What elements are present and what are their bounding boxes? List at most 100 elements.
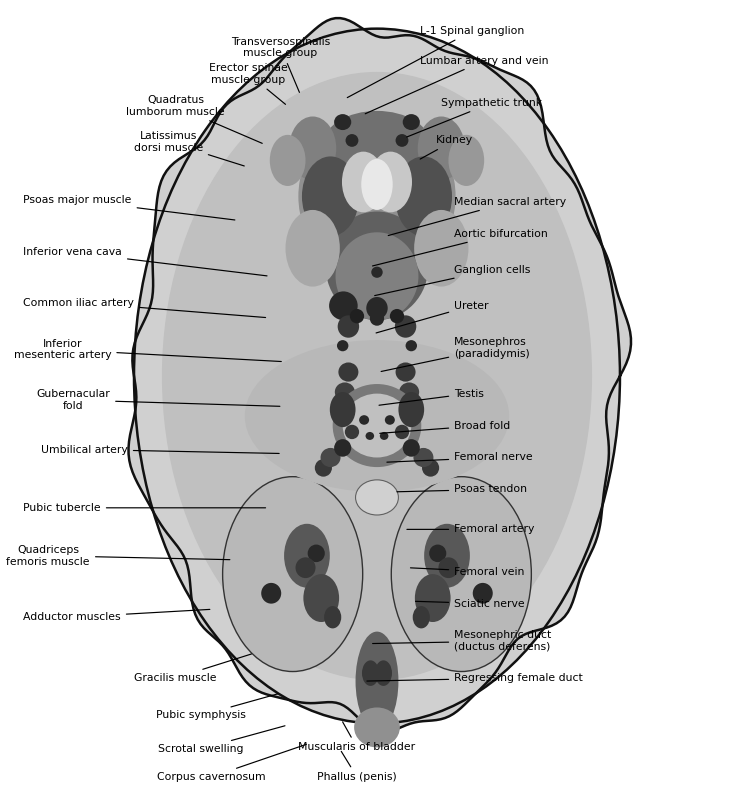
Ellipse shape <box>399 382 419 402</box>
Ellipse shape <box>338 362 359 382</box>
Ellipse shape <box>270 135 306 186</box>
Ellipse shape <box>324 606 341 629</box>
Text: Kidney: Kidney <box>420 135 473 159</box>
Polygon shape <box>129 18 631 732</box>
Ellipse shape <box>261 583 282 604</box>
Ellipse shape <box>395 425 409 439</box>
Ellipse shape <box>415 574 451 622</box>
Ellipse shape <box>335 382 355 402</box>
Ellipse shape <box>375 660 392 686</box>
Ellipse shape <box>365 432 374 440</box>
Ellipse shape <box>422 459 439 477</box>
Ellipse shape <box>342 152 385 212</box>
Text: Adductor muscles: Adductor muscles <box>24 610 209 622</box>
Ellipse shape <box>345 134 359 147</box>
Text: Quadratus
lumborum muscle: Quadratus lumborum muscle <box>126 95 262 143</box>
Text: Median sacral artery: Median sacral artery <box>388 197 566 235</box>
Ellipse shape <box>295 558 315 578</box>
Text: Scrotal swelling: Scrotal swelling <box>158 726 285 754</box>
Ellipse shape <box>439 558 459 578</box>
Text: Ganglion cells: Ganglion cells <box>375 265 531 295</box>
Ellipse shape <box>334 114 351 130</box>
Ellipse shape <box>308 545 325 562</box>
Ellipse shape <box>356 631 398 730</box>
Ellipse shape <box>370 311 384 326</box>
Ellipse shape <box>369 152 412 212</box>
Ellipse shape <box>334 439 351 457</box>
Ellipse shape <box>398 392 424 427</box>
Text: Femoral nerve: Femoral nerve <box>387 453 533 462</box>
Text: Femoral vein: Femoral vein <box>410 566 525 577</box>
Ellipse shape <box>362 660 379 686</box>
Ellipse shape <box>336 232 418 320</box>
Ellipse shape <box>406 340 417 351</box>
Text: Pubic tubercle: Pubic tubercle <box>24 503 265 513</box>
Ellipse shape <box>354 707 400 747</box>
Ellipse shape <box>362 159 392 210</box>
Ellipse shape <box>323 111 431 178</box>
Ellipse shape <box>333 384 421 467</box>
Text: Broad fold: Broad fold <box>380 421 510 434</box>
Ellipse shape <box>304 574 339 622</box>
Text: Umbilical artery: Umbilical artery <box>41 445 279 454</box>
Text: Gubernacular
fold: Gubernacular fold <box>37 389 280 411</box>
Ellipse shape <box>395 134 409 147</box>
Text: Ureter: Ureter <box>376 301 489 333</box>
Text: Psoas major muscle: Psoas major muscle <box>24 195 235 220</box>
Text: Quadriceps
femoris muscle: Quadriceps femoris muscle <box>7 545 230 566</box>
Text: Pubic symphysis: Pubic symphysis <box>156 694 278 721</box>
Text: Corpus cavernosum: Corpus cavernosum <box>157 744 306 782</box>
Ellipse shape <box>366 297 387 319</box>
Text: Common iliac artery: Common iliac artery <box>24 298 265 318</box>
Ellipse shape <box>302 157 359 236</box>
Ellipse shape <box>359 415 369 425</box>
Ellipse shape <box>134 29 620 723</box>
Ellipse shape <box>223 477 362 671</box>
Ellipse shape <box>385 415 395 425</box>
Ellipse shape <box>337 340 348 351</box>
Text: Regressing female duct: Regressing female duct <box>367 673 583 683</box>
Text: Muscularis of bladder: Muscularis of bladder <box>298 722 415 752</box>
Ellipse shape <box>390 309 404 323</box>
Ellipse shape <box>350 309 364 323</box>
Ellipse shape <box>356 480 398 515</box>
Ellipse shape <box>343 394 412 458</box>
Ellipse shape <box>337 315 359 338</box>
Ellipse shape <box>162 73 592 679</box>
Ellipse shape <box>380 432 388 440</box>
Text: Inferior
mesenteric artery: Inferior mesenteric artery <box>14 339 282 362</box>
Ellipse shape <box>330 392 356 427</box>
Ellipse shape <box>289 117 336 180</box>
Ellipse shape <box>391 477 531 671</box>
Ellipse shape <box>429 545 446 562</box>
Ellipse shape <box>315 459 332 477</box>
Ellipse shape <box>413 606 430 629</box>
Ellipse shape <box>285 210 340 286</box>
Ellipse shape <box>448 135 484 186</box>
Text: Lumbar artery and vein: Lumbar artery and vein <box>365 55 548 114</box>
Ellipse shape <box>345 425 359 439</box>
Ellipse shape <box>245 340 509 492</box>
Ellipse shape <box>403 439 420 457</box>
Ellipse shape <box>414 210 468 286</box>
Text: Gracilis muscle: Gracilis muscle <box>135 654 251 683</box>
Ellipse shape <box>413 448 434 467</box>
Ellipse shape <box>298 113 456 280</box>
Text: Mesonephric duct
(ductus deferens): Mesonephric duct (ductus deferens) <box>373 630 551 652</box>
Text: Phallus (penis): Phallus (penis) <box>317 751 397 782</box>
Ellipse shape <box>395 157 452 236</box>
Ellipse shape <box>329 291 358 320</box>
Text: Femoral artery: Femoral artery <box>407 524 534 534</box>
Ellipse shape <box>403 114 420 130</box>
Text: Inferior vena cava: Inferior vena cava <box>24 247 267 276</box>
Ellipse shape <box>424 524 470 588</box>
Ellipse shape <box>395 362 415 382</box>
Text: Testis: Testis <box>379 389 484 406</box>
Text: Psoas tendon: Psoas tendon <box>397 485 527 494</box>
Ellipse shape <box>371 266 383 278</box>
Ellipse shape <box>417 117 465 180</box>
Ellipse shape <box>395 315 416 338</box>
Text: Erector spinae
muscle group: Erector spinae muscle group <box>209 63 287 104</box>
Ellipse shape <box>326 211 429 320</box>
Text: Sympathetic trunk: Sympathetic trunk <box>406 98 542 137</box>
